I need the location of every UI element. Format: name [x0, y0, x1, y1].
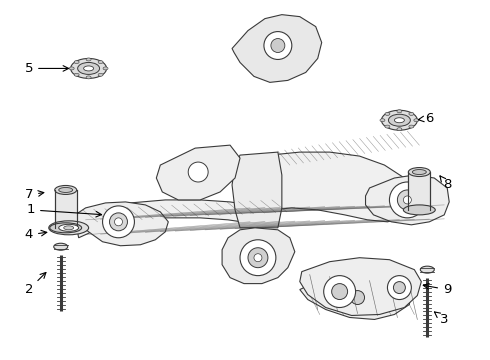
Ellipse shape [74, 60, 79, 64]
Ellipse shape [54, 243, 68, 250]
Ellipse shape [409, 125, 414, 128]
Polygon shape [366, 175, 449, 225]
Circle shape [343, 284, 371, 311]
Circle shape [271, 39, 285, 53]
Text: 7: 7 [24, 188, 44, 202]
Text: 3: 3 [435, 312, 448, 326]
Ellipse shape [382, 110, 417, 130]
Polygon shape [270, 152, 415, 222]
Ellipse shape [74, 73, 79, 76]
Text: 8: 8 [440, 176, 451, 192]
Ellipse shape [98, 60, 103, 64]
Text: 1: 1 [26, 203, 101, 217]
Circle shape [324, 276, 356, 307]
Polygon shape [300, 258, 421, 315]
Circle shape [248, 248, 268, 268]
Ellipse shape [397, 110, 402, 113]
Text: 2: 2 [24, 273, 46, 296]
Circle shape [188, 162, 208, 182]
Polygon shape [232, 152, 282, 228]
Text: 9: 9 [423, 283, 451, 296]
Ellipse shape [64, 226, 74, 230]
Ellipse shape [409, 112, 414, 116]
Polygon shape [232, 15, 322, 82]
Circle shape [102, 206, 134, 238]
Circle shape [397, 190, 417, 210]
Ellipse shape [59, 224, 78, 231]
Ellipse shape [394, 118, 404, 123]
Ellipse shape [397, 128, 402, 131]
Ellipse shape [98, 73, 103, 76]
Ellipse shape [71, 58, 106, 78]
Ellipse shape [84, 66, 94, 71]
Circle shape [254, 254, 262, 262]
Bar [408, 172, 430, 210]
Ellipse shape [420, 266, 434, 273]
Ellipse shape [86, 76, 91, 79]
Ellipse shape [385, 112, 390, 116]
Circle shape [403, 196, 412, 204]
Ellipse shape [86, 58, 91, 61]
Ellipse shape [50, 223, 82, 233]
Circle shape [332, 284, 347, 300]
Text: 4: 4 [24, 228, 47, 241]
Ellipse shape [413, 170, 426, 175]
Text: 5: 5 [24, 62, 69, 75]
Ellipse shape [380, 119, 385, 122]
Ellipse shape [389, 114, 410, 126]
Ellipse shape [49, 221, 89, 235]
Ellipse shape [403, 205, 435, 215]
Ellipse shape [414, 119, 419, 122]
Ellipse shape [77, 62, 99, 75]
Text: 6: 6 [418, 112, 434, 125]
Circle shape [390, 182, 425, 218]
Ellipse shape [408, 167, 430, 176]
Polygon shape [300, 272, 412, 319]
Circle shape [240, 240, 276, 276]
Polygon shape [75, 200, 278, 238]
Polygon shape [222, 228, 295, 284]
Circle shape [115, 218, 122, 226]
Circle shape [110, 213, 127, 231]
Ellipse shape [55, 185, 76, 194]
Circle shape [393, 282, 405, 293]
Ellipse shape [69, 67, 74, 70]
Ellipse shape [59, 188, 73, 193]
Bar [55, 190, 76, 228]
Circle shape [350, 291, 365, 305]
Polygon shape [71, 202, 168, 246]
Polygon shape [156, 145, 240, 200]
Ellipse shape [385, 125, 390, 128]
Circle shape [264, 32, 292, 59]
Circle shape [390, 285, 409, 306]
Circle shape [388, 276, 412, 300]
Ellipse shape [103, 67, 108, 70]
